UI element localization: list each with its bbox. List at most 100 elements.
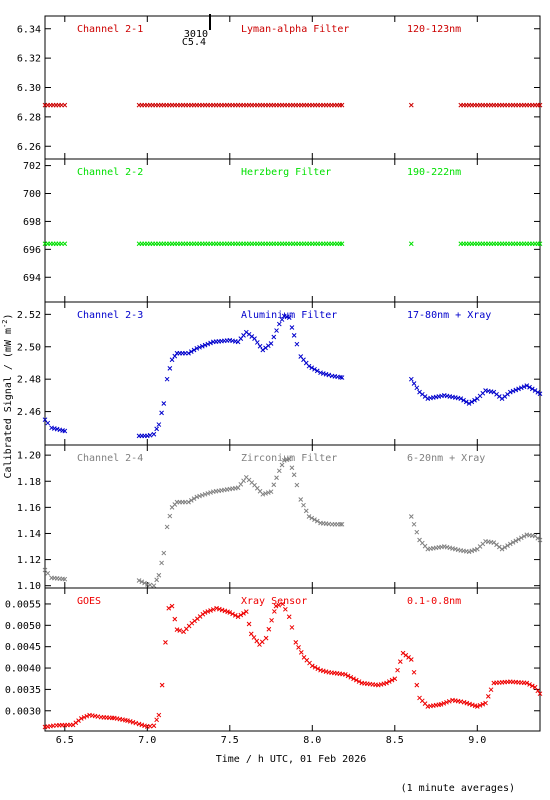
data-point xyxy=(202,610,208,615)
data-point-interp xyxy=(529,683,535,689)
data-point-interp xyxy=(279,462,285,468)
y-axis-title-superscript: -2 xyxy=(1,320,9,328)
data-point-interp xyxy=(513,387,519,393)
series-3 xyxy=(42,313,543,439)
data-point xyxy=(408,241,414,247)
data-point xyxy=(339,375,345,380)
averaging-footnote: (1 minute averages) xyxy=(401,783,515,794)
panel-3: 2.46 2.48 2.50 2.52 Channel 2-3 Aluminium Fil… xyxy=(17,301,543,446)
data-point xyxy=(438,702,444,707)
data-point xyxy=(306,514,312,519)
data-point-interp xyxy=(294,341,300,347)
data-point-interp xyxy=(386,679,392,684)
data-point-interp xyxy=(527,682,532,687)
data-point-interp xyxy=(188,498,194,503)
y-tick-label: 1.18 xyxy=(17,477,41,488)
data-point xyxy=(62,428,68,434)
data-point xyxy=(291,472,297,478)
data-point xyxy=(408,657,414,662)
panel-frame xyxy=(44,158,541,303)
data-point-interp xyxy=(345,673,351,679)
data-point-interp xyxy=(205,341,211,347)
data-point-interp xyxy=(219,607,225,613)
data-point-interp xyxy=(351,676,356,682)
data-point-interp xyxy=(241,478,246,484)
data-point xyxy=(174,627,180,632)
data-point-interp xyxy=(191,347,197,353)
data-point-interp xyxy=(469,702,475,708)
data-point xyxy=(186,499,191,505)
panel-frame xyxy=(44,587,541,732)
data-point xyxy=(159,682,165,688)
data-point xyxy=(268,341,274,346)
data-point-interp xyxy=(154,426,160,432)
data-point xyxy=(263,635,269,641)
panel-label-name: Channel 2-4 xyxy=(77,453,143,464)
data-point xyxy=(156,422,162,427)
data-point xyxy=(169,603,175,609)
data-point xyxy=(309,663,315,669)
data-point-interp xyxy=(265,490,271,495)
data-point xyxy=(136,721,142,727)
panel-label-name: GOES xyxy=(77,596,101,607)
panel-frame xyxy=(44,15,541,160)
panel-label-filter: Lyman-alpha Filter xyxy=(241,24,349,35)
data-point-interp xyxy=(205,491,211,496)
x-tick-label: 9.0 xyxy=(468,735,486,746)
data-point-interp xyxy=(414,682,420,688)
data-point-interp xyxy=(167,366,173,371)
data-point-interp xyxy=(411,521,417,527)
data-point xyxy=(483,700,488,706)
data-point-interp xyxy=(502,545,508,550)
y-tick-label: 2.52 xyxy=(17,310,41,321)
data-point xyxy=(466,401,472,406)
data-point-interp xyxy=(139,579,145,585)
data-point xyxy=(507,389,513,395)
y-tick-label: 694 xyxy=(23,273,41,284)
data-point-interp xyxy=(81,714,87,720)
data-point-interp xyxy=(326,372,332,378)
data-point-interp xyxy=(529,386,535,392)
data-point xyxy=(280,601,285,607)
data-point xyxy=(276,321,282,327)
panel-label-filter: Herzberg Filter xyxy=(241,167,331,178)
data-point-interp xyxy=(397,659,403,664)
data-point-interp xyxy=(282,606,288,612)
data-point-interp xyxy=(309,365,315,371)
y-tick-label: 0.0055 xyxy=(5,599,41,610)
data-point-interp xyxy=(202,342,208,348)
data-point-interp xyxy=(259,639,265,645)
y-tick-label: 1.12 xyxy=(17,555,41,566)
y-tick-label: 0.0050 xyxy=(5,621,41,632)
series-4 xyxy=(42,456,543,589)
data-point xyxy=(252,336,257,342)
y-tick-label: 2.48 xyxy=(17,375,41,386)
x-tick-label: 7.5 xyxy=(221,735,239,746)
data-point-interp xyxy=(147,582,153,588)
panel-label-filter: Xray Sensor xyxy=(241,596,307,607)
data-point-interp xyxy=(389,677,395,683)
data-point-interp xyxy=(516,386,521,392)
y-tick-label: 0.0045 xyxy=(5,642,41,653)
panel-label-band: 0.1-0.8nm xyxy=(407,596,461,607)
data-point-interp xyxy=(312,664,318,670)
data-point-interp xyxy=(216,606,222,612)
data-point-interp xyxy=(294,482,300,488)
data-point xyxy=(136,578,142,583)
panel-label-name: Channel 2-1 xyxy=(77,24,143,35)
flare-marker-class: C5.4 xyxy=(182,37,206,48)
data-point-interp xyxy=(505,543,510,549)
data-point-interp xyxy=(139,722,145,728)
data-point-interp xyxy=(197,493,202,499)
data-point-interp xyxy=(251,635,257,640)
data-point-interp xyxy=(167,513,173,519)
data-point-interp xyxy=(257,343,263,349)
data-point-interp xyxy=(446,698,452,704)
data-point-interp xyxy=(254,638,260,644)
data-point xyxy=(281,313,287,319)
data-point-interp xyxy=(348,674,354,680)
data-point xyxy=(408,514,414,519)
data-point-interp xyxy=(464,700,470,706)
data-point xyxy=(151,723,157,729)
data-point xyxy=(298,497,304,502)
